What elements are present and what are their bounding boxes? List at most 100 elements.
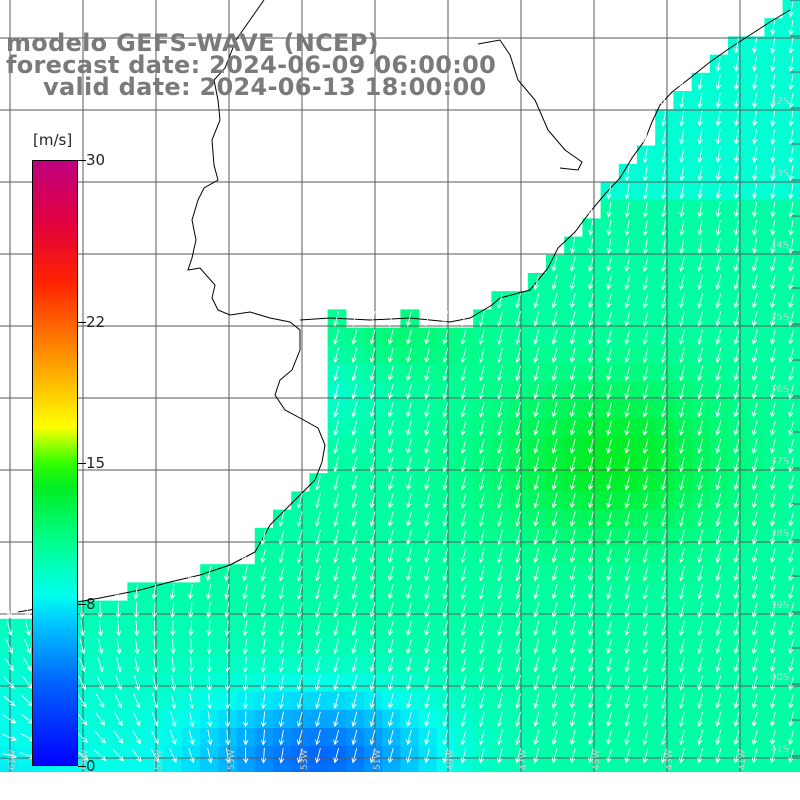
wind-arrow: [788, 638, 795, 655]
wind-arrow: [642, 729, 649, 746]
wind-arrow: [515, 311, 522, 327]
wind-arrow: [715, 584, 722, 600]
wind-arrow: [315, 493, 321, 509]
wind-arrow: [715, 456, 722, 473]
colorbar-tickmark: [78, 604, 86, 606]
wind-arrow: [351, 329, 358, 345]
wind-arrow: [79, 620, 86, 637]
wind-arrow: [733, 711, 740, 728]
wind-arrow: [260, 565, 267, 582]
wind-arrow: [624, 656, 631, 673]
wind-arrow: [224, 620, 230, 637]
wind-arrow: [351, 584, 358, 600]
wind-arrow: [243, 729, 249, 746]
wind-arrow: [788, 711, 795, 728]
wind-arrow: [369, 402, 376, 418]
wind-arrow: [715, 511, 722, 527]
colorbar-tick-label: 8: [86, 595, 96, 614]
wind-arrow: [224, 565, 230, 582]
wind-arrow: [6, 620, 13, 637]
wind-arrow: [715, 147, 721, 164]
wind-arrow: [770, 602, 776, 618]
wind-arrow: [660, 620, 667, 637]
wind-arrow: [96, 693, 105, 709]
wind-arrow: [406, 456, 412, 473]
latitude-label: 40S: [770, 672, 789, 683]
wind-arrow: [770, 511, 776, 527]
wind-arrow: [533, 292, 540, 309]
wind-arrow: [76, 731, 89, 743]
wind-arrow: [788, 383, 795, 400]
wind-arrow: [697, 493, 704, 509]
wind-arrow: [569, 693, 576, 709]
wind-arrow: [424, 329, 431, 345]
wind-arrow: [642, 693, 649, 709]
wind-arrow: [98, 638, 104, 655]
wind-arrow: [642, 147, 649, 164]
wind-arrow: [442, 584, 449, 600]
wind-arrow: [715, 129, 721, 145]
wind-arrow: [460, 547, 467, 564]
colorbar-tickmark: [78, 463, 86, 464]
wind-arrow: [533, 438, 540, 455]
wind-arrow: [715, 402, 722, 418]
wind-arrow: [588, 256, 594, 273]
wind-arrow: [94, 749, 107, 762]
wind-arrow: [406, 311, 412, 327]
wind-arrow: [624, 402, 631, 418]
wind-arrow: [788, 584, 795, 600]
wind-arrow: [460, 402, 467, 418]
wind-arrow: [624, 602, 631, 618]
wind-arrow: [588, 420, 594, 436]
wind-arrow: [697, 220, 703, 236]
wind-arrow: [606, 565, 613, 582]
wind-arrow: [6, 602, 13, 619]
wind-arrow: [424, 347, 431, 364]
wind-arrow: [460, 456, 467, 473]
wind-arrow: [406, 438, 412, 455]
wind-arrow: [133, 602, 140, 619]
wind-arrow: [351, 602, 358, 618]
wind-arrow: [369, 383, 376, 400]
wind-arrow: [206, 620, 212, 637]
wind-arrow: [224, 693, 231, 710]
wind-arrow: [533, 511, 540, 527]
wind-arrow: [170, 638, 176, 655]
longitude-label: 47W: [519, 750, 529, 770]
wind-arrow: [752, 220, 758, 236]
wind-arrow: [679, 584, 685, 600]
wind-arrow: [606, 620, 613, 637]
wind-arrow: [770, 201, 776, 218]
wind-arrow: [169, 748, 177, 764]
wind-arrow: [679, 92, 685, 109]
wind-arrow: [116, 638, 122, 655]
wind-arrow: [351, 620, 358, 637]
wind-arrow: [733, 383, 740, 400]
wind-arrow: [697, 92, 703, 109]
wind-arrow: [515, 511, 522, 527]
wind-arrow: [406, 529, 412, 546]
wind-arrow: [569, 292, 576, 309]
wind-arrow: [315, 638, 321, 655]
wind-arrow: [770, 675, 776, 691]
wind-arrow: [770, 365, 776, 382]
wind-arrow: [551, 638, 558, 655]
wind-arrow: [315, 511, 321, 527]
wind-arrow: [715, 110, 721, 127]
wind-arrow: [551, 493, 558, 509]
wind-arrow: [770, 129, 776, 145]
wind-arrow: [715, 565, 722, 582]
wind-arrow: [533, 747, 540, 764]
wind-arrow: [679, 383, 685, 400]
wind-arrow: [170, 711, 177, 728]
longitude-labels: 61W 59W 57W 55W 53W 51W 49W 47W 45W 43W 41W: [8, 750, 748, 770]
wind-arrow: [278, 656, 285, 673]
wind-arrow: [788, 547, 795, 564]
wind-arrow: [406, 402, 412, 418]
wind-arrow: [679, 620, 685, 637]
wind-arrow: [515, 602, 522, 618]
wind-arrow: [460, 638, 467, 655]
wind-arrow: [387, 620, 394, 637]
wind-arrow: [679, 693, 685, 709]
wind-arrow: [588, 511, 594, 527]
